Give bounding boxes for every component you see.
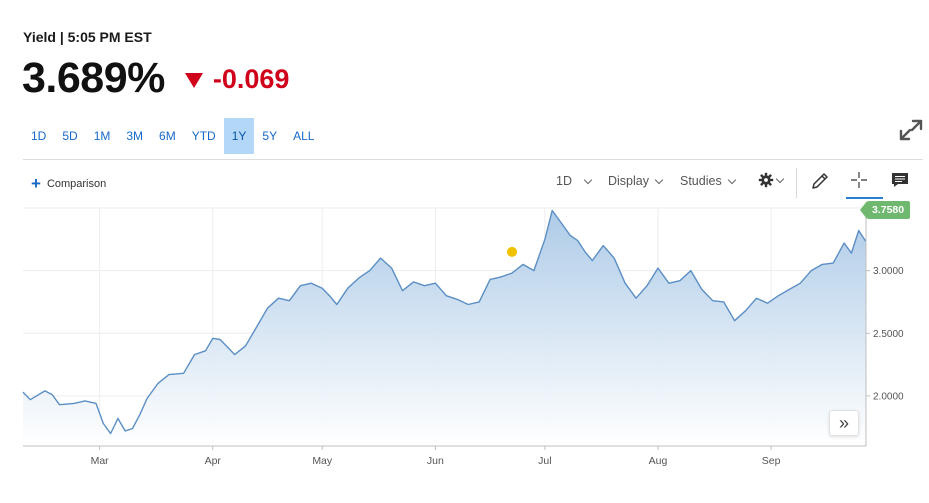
header-divider [23, 159, 923, 160]
range-6m[interactable]: 6M [159, 129, 176, 143]
scroll-forward-button[interactable]: » [829, 410, 859, 436]
studies-dropdown[interactable]: Studies [680, 174, 736, 188]
crosshair-active-indicator [846, 197, 883, 199]
x-month-label: Mar [91, 455, 110, 467]
display-label: Display [608, 174, 649, 188]
studies-label: Studies [680, 174, 722, 188]
range-1d[interactable]: 1D [31, 129, 47, 143]
y-tick-label: 2.5000 [873, 329, 904, 340]
price-change: -0.069 [212, 64, 290, 94]
range-5d[interactable]: 5D [62, 129, 78, 143]
plus-icon: + [31, 174, 41, 193]
interval-dropdown[interactable]: 1D [556, 174, 593, 188]
x-month-label: Jul [538, 455, 551, 467]
range-ytd[interactable]: YTD [191, 129, 216, 143]
yield-series-line [22, 209, 867, 435]
yield-area-fill [23, 210, 866, 446]
x-month-label: Apr [205, 455, 222, 467]
gear-icon [758, 172, 774, 188]
double-chevron-right-icon: » [838, 412, 849, 433]
down-arrow-icon [184, 73, 203, 88]
expand-icon[interactable] [898, 118, 924, 142]
toolbar-separator [796, 168, 797, 198]
comparison-label: Comparison [46, 178, 107, 190]
range-1y[interactable]: 1Y [223, 118, 255, 154]
x-month-label: Jun [427, 455, 444, 467]
range-5y[interactable]: 5Y [262, 129, 278, 143]
comment-icon[interactable] [890, 171, 910, 189]
change-wrap: -0.069 [184, 64, 290, 95]
range-selector: 1D 5D 1M 3M 6M YTD 1Y 5Y ALL [23, 118, 322, 154]
y-tick-label: 2.0000 [873, 391, 904, 402]
y-tick-label: 3.0000 [873, 266, 904, 277]
last-value-badge: 3.7580 [859, 201, 911, 219]
range-3m[interactable]: 3M [126, 129, 144, 143]
quote-header-label: Yield | 5:05 PM EST [23, 29, 152, 45]
x-month-label: May [312, 455, 333, 467]
quote-row: 3.689% -0.069 [22, 54, 289, 103]
highlight-marker[interactable] [507, 246, 518, 257]
x-month-label: Aug [649, 455, 668, 467]
range-1m[interactable]: 1M [93, 129, 111, 143]
crosshair-icon[interactable] [850, 171, 868, 189]
pencil-icon[interactable] [810, 171, 830, 191]
last-price: 3.689% [22, 54, 165, 102]
interval-label: 1D [556, 174, 572, 188]
comparison-button[interactable]: + Comparison [31, 174, 107, 193]
display-dropdown[interactable]: Display [608, 174, 664, 188]
settings-dropdown[interactable] [758, 172, 785, 188]
range-all[interactable]: ALL [293, 129, 315, 143]
x-month-label: Sep [762, 455, 781, 467]
